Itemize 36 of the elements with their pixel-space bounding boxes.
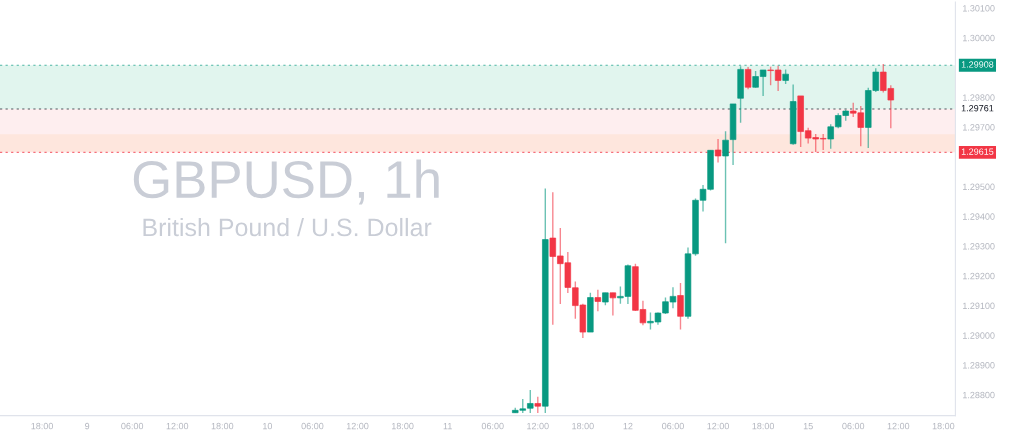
x-tick-label: 18:00 xyxy=(752,422,775,430)
x-tick-label: 12:00 xyxy=(527,422,549,430)
x-tick-label: 12 xyxy=(623,422,633,430)
x-tick-label: 18:00 xyxy=(572,422,594,430)
y-tick-label: 1.29200 xyxy=(963,272,995,280)
y-tick-label: 1.28800 xyxy=(963,391,995,399)
x-tick-label: 06:00 xyxy=(662,422,684,430)
y-tick-label: 1.29500 xyxy=(963,183,995,190)
x-tick-label: 12:00 xyxy=(346,422,369,430)
x-tick-label: 18:00 xyxy=(31,422,53,430)
y-tick-label: 1.30100 xyxy=(963,5,995,12)
x-tick-label: 12:00 xyxy=(707,422,729,430)
y-tick-label: 1.29000 xyxy=(963,332,995,339)
y-tick-label: 1.29100 xyxy=(963,302,995,309)
y-tick-label: 1.29800 xyxy=(963,94,995,101)
x-tick-label: 06:00 xyxy=(301,422,324,430)
x-tick-label: 12:00 xyxy=(887,422,910,430)
y-tick-label: 1.29400 xyxy=(963,213,995,220)
x-tick-label: 06:00 xyxy=(481,422,504,430)
x-tick-label: 06:00 xyxy=(842,422,865,430)
x-tick-label: 9 xyxy=(85,422,90,430)
x-tick-label: 10 xyxy=(263,422,273,430)
y-tick-label: 1.28900 xyxy=(963,362,995,369)
y-tick-label: 1.29300 xyxy=(963,243,995,250)
x-tick-label: 11 xyxy=(443,422,452,430)
y-tick-label: 1.30000 xyxy=(963,34,995,42)
x-tick-label: 18:00 xyxy=(932,422,955,430)
ref-line-label: 1.29615 xyxy=(961,148,994,155)
y-tick-label: 1.29700 xyxy=(963,124,995,131)
x-tick-label: 15 xyxy=(803,422,813,430)
x-tick-label: 12:00 xyxy=(166,422,189,430)
x-tick-label: 18:00 xyxy=(391,422,414,430)
ref-line-label: 1.29761 xyxy=(961,105,994,112)
x-tick-label: 06:00 xyxy=(121,422,144,430)
x-tick-label: 18:00 xyxy=(211,422,234,430)
ref-line-label: 1.29908 xyxy=(961,61,994,68)
